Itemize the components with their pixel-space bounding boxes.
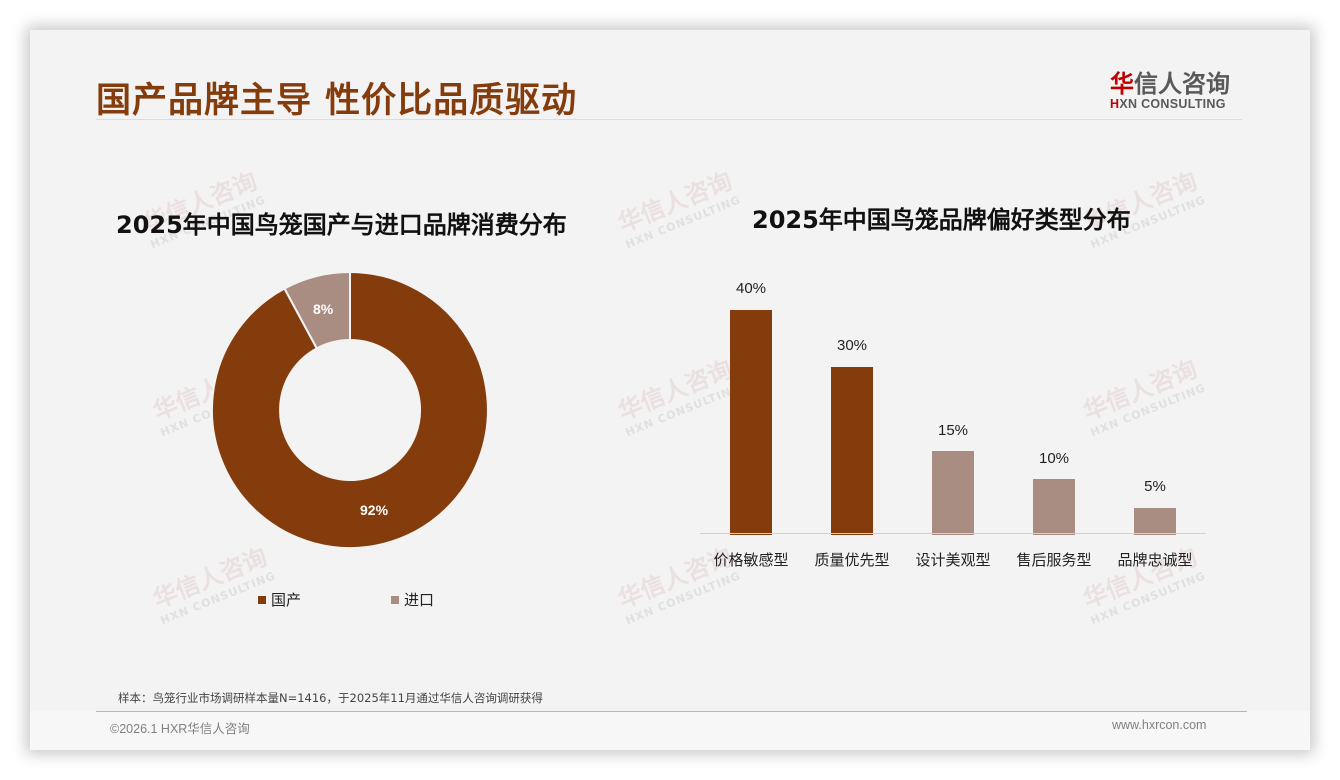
website-link[interactable]: www.hxrcon.com	[1112, 718, 1207, 732]
logo-en: HXN CONSULTING	[1110, 97, 1250, 111]
bar-value-label: 15%	[937, 422, 969, 439]
legend-label-domestic: 国产	[271, 591, 302, 609]
copyright-text: ©2026.1 HXR华信人咨询	[110, 722, 250, 736]
footer-divider	[96, 711, 1247, 712]
x-axis-line	[700, 533, 1206, 534]
bar-value-label: 5%	[1144, 478, 1166, 495]
logo-cn-rest: 信人咨询	[1134, 70, 1230, 98]
legend-item-imported: 进口	[391, 589, 434, 610]
bar-chart-title: 2025年中国鸟笼品牌偏好类型分布	[752, 206, 1131, 234]
legend-swatch-domestic	[258, 595, 266, 604]
footer-band	[30, 711, 1310, 750]
donut-label-imported: 8%	[313, 301, 334, 317]
page-title: 国产品牌主导 性价比品质驱动	[96, 81, 578, 121]
bar-quality-first	[831, 367, 873, 535]
sample-note: 样本：鸟笼行业市场调研样本量N=1416，于2025年11月通过华信人咨询调研获…	[118, 691, 543, 705]
bar-category-label: 品牌忠诚型	[1117, 551, 1193, 569]
bar-category-label: 质量优先型	[814, 551, 890, 569]
legend-item-domestic: 国产	[258, 589, 301, 610]
bar-category-label: 售后服务型	[1016, 551, 1092, 569]
bar-price-sensitive	[730, 310, 772, 535]
logo-cn: 华信人咨询	[1110, 64, 1250, 99]
legend-label-imported: 进口	[404, 591, 435, 609]
company-logo: 华信人咨询 HXN CONSULTING	[1110, 64, 1250, 111]
donut-chart-title: 2025年中国鸟笼国产与进口品牌消费分布	[116, 211, 567, 239]
bar-design	[932, 451, 974, 535]
donut-slice-imported	[283, 270, 351, 350]
legend-swatch-imported	[391, 595, 399, 604]
bar-chart: 40% 30% 15% 10% 5%	[700, 280, 1205, 535]
bar-category-label: 价格敏感型	[713, 551, 789, 569]
logo-en-rest: XN CONSULTING	[1119, 97, 1226, 111]
logo-cn-accent: 华	[1110, 70, 1134, 98]
slide: 国产品牌主导 性价比品质驱动 华信人咨询 HXN CONSULTING 华信人咨…	[30, 30, 1310, 750]
bar-category-label: 设计美观型	[915, 551, 991, 569]
bar-after-sales	[1033, 479, 1075, 535]
bar-value-label: 40%	[735, 280, 767, 297]
donut-slice-domestic	[210, 270, 489, 549]
bar-value-label: 10%	[1038, 450, 1070, 467]
bar-value-label: 30%	[836, 337, 868, 354]
donut-svg	[210, 270, 489, 549]
donut-chart: 8% 92%	[210, 270, 490, 550]
title-divider	[96, 119, 1242, 120]
logo-en-accent: H	[1110, 97, 1120, 111]
donut-label-domestic: 92%	[360, 502, 389, 518]
bar-brand-loyal	[1134, 508, 1176, 535]
